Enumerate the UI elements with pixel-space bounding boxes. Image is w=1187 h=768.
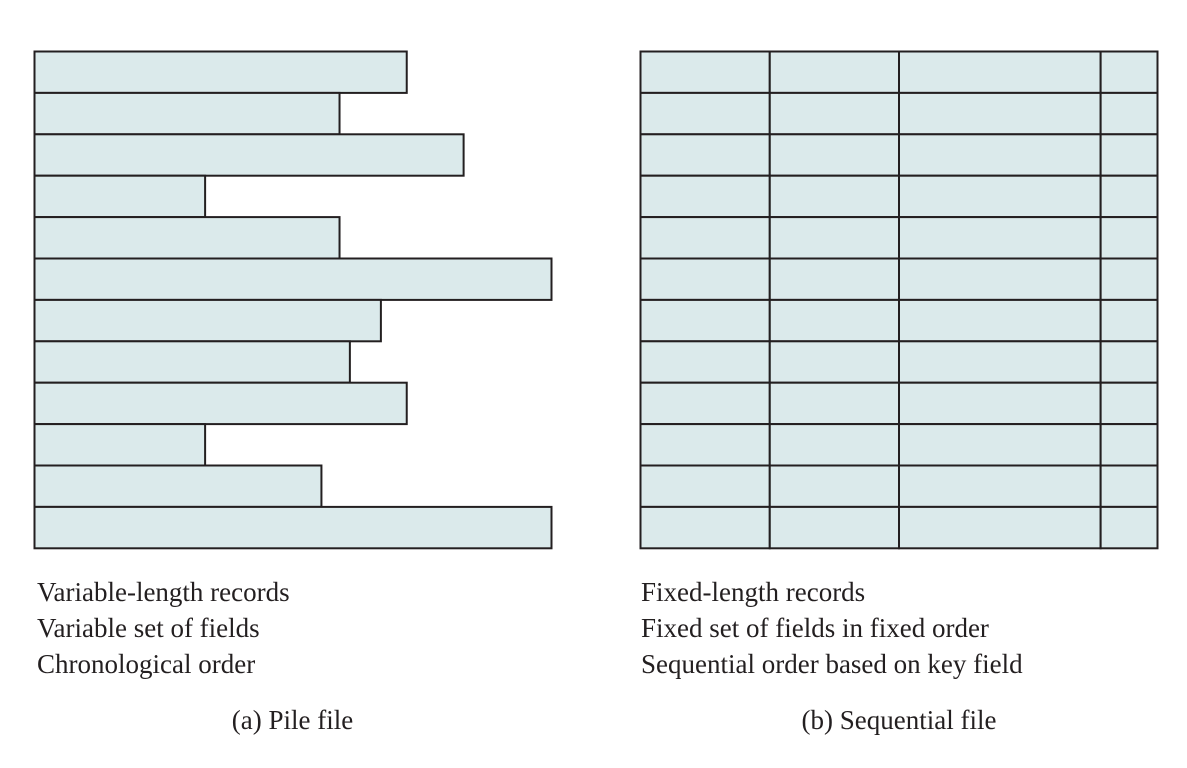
pile-record (33, 381, 408, 426)
pile-record (33, 505, 553, 550)
sequential-record-field (898, 91, 1102, 136)
sequential-record-field (898, 340, 1102, 384)
sequential-file-description: Fixed-length records Fixed set of fields… (641, 574, 1023, 682)
sequential-record-field (898, 464, 1102, 508)
sequential-record-field (768, 464, 900, 508)
pile-desc-line-1: Variable-length records (37, 577, 290, 607)
sequential-record-field (639, 174, 771, 219)
sequential-record-field (898, 216, 1102, 260)
sequential-record-field (1099, 423, 1159, 467)
seq-desc-line-1: Fixed-length records (641, 577, 866, 607)
sequential-record-field (768, 133, 900, 177)
pile-file-label: (a) Pile file (231, 705, 354, 735)
pile-file-description: Variable-length records Variable set of … (37, 574, 290, 682)
sequential-record-field (898, 133, 1102, 177)
pile-desc-line-3: Chronological order (37, 649, 256, 679)
sequential-record-field (1099, 340, 1159, 384)
sequential-record-field (639, 423, 771, 467)
sequential-record-field (639, 133, 771, 177)
sequential-record-field (639, 91, 771, 136)
sequential-record-field (898, 174, 1102, 219)
pile-record (33, 340, 351, 384)
sequential-record-field (768, 340, 900, 384)
sequential-record-field (1099, 464, 1159, 508)
pile-record (33, 50, 408, 94)
sequential-record-field (639, 298, 771, 343)
sequential-record-field (639, 464, 771, 508)
sequential-record-field (768, 91, 900, 136)
pile-record (33, 464, 323, 508)
pile-record (33, 174, 207, 219)
pile-record (33, 298, 382, 343)
sequential-record-field (639, 216, 771, 260)
pile-record (33, 216, 341, 260)
sequential-record-field (768, 257, 900, 301)
sequential-record-field (1099, 257, 1159, 301)
sequential-record-field (898, 423, 1102, 467)
sequential-file-records (639, 50, 1159, 550)
sequential-record-field (639, 340, 771, 384)
pile-file-records (33, 50, 553, 550)
pile-record (33, 423, 207, 467)
sequential-record-field (768, 216, 900, 260)
seq-desc-line-2: Fixed set of fields in fixed order (641, 613, 989, 643)
sequential-record-field (1099, 133, 1159, 177)
sequential-record-field (768, 298, 900, 343)
sequential-record-field (898, 381, 1102, 426)
sequential-record-field (898, 298, 1102, 343)
sequential-record-field (898, 505, 1102, 550)
sequential-record-field (1099, 298, 1159, 343)
sequential-record-field (639, 50, 771, 94)
seq-desc-line-3: Sequential order based on key field (641, 649, 1023, 679)
sequential-record-field (898, 257, 1102, 301)
pile-record (33, 257, 553, 301)
sequential-record-field (1099, 50, 1159, 94)
pile-desc-line-2: Variable set of fields (37, 613, 260, 643)
sequential-record-field (1099, 505, 1159, 550)
sequential-record-field (1099, 174, 1159, 219)
sequential-record-field (1099, 381, 1159, 426)
sequential-record-field (639, 381, 771, 426)
pile-record (33, 91, 341, 136)
sequential-record-field (898, 50, 1102, 94)
sequential-record-field (639, 257, 771, 301)
sequential-record-field (639, 505, 771, 550)
sequential-record-field (1099, 91, 1159, 136)
sequential-record-field (768, 423, 900, 467)
sequential-record-field (1099, 216, 1159, 260)
sequential-record-field (768, 50, 900, 94)
sequential-record-field (768, 505, 900, 550)
sequential-file-label: (b) Sequential file (801, 705, 997, 735)
sequential-record-field (768, 174, 900, 219)
sequential-record-field (768, 381, 900, 426)
pile-record (33, 133, 465, 177)
